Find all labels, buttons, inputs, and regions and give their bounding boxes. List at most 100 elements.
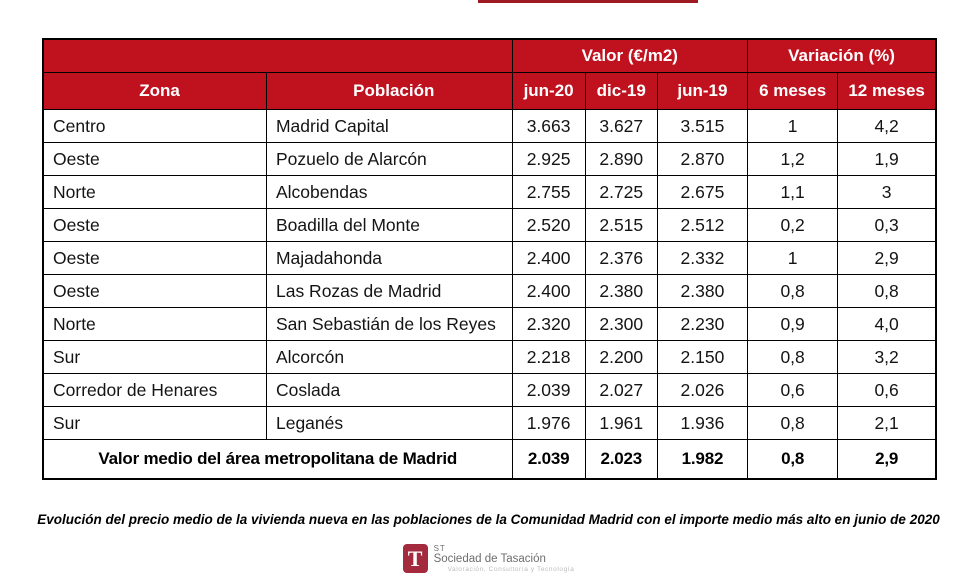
- summary-value-jun19: 1.982: [656, 439, 749, 480]
- value-cell: 0,6: [837, 373, 937, 407]
- value-cell: 2,1: [837, 406, 937, 440]
- table-row: Sur Alcorcón 2.218 2.200 2.150 0,8 3,2: [42, 340, 937, 374]
- price-table: Valor (€/m2) Variación (%) Zona Població…: [42, 38, 937, 480]
- table-row: Sur Leganés 1.976 1.961 1.936 0,8 2,1: [42, 406, 937, 440]
- text-cell: Alcobendas: [265, 175, 513, 209]
- table-row: Oeste Pozuelo de Alarcón 2.925 2.890 2.870 1,…: [42, 142, 937, 176]
- value-cell: 2.512: [656, 208, 749, 242]
- value-cell: 1.976: [511, 406, 586, 440]
- table-row: Centro Madrid Capital 3.663 3.627 3.515 1 4,2: [42, 109, 937, 143]
- summary-value-6meses: 0,8: [747, 439, 839, 480]
- value-cell: 2.320: [511, 307, 586, 341]
- table-row: Corredor de Henares Coslada 2.039 2.027 2.02…: [42, 373, 937, 407]
- table-body: Centro Madrid Capital 3.663 3.627 3.515 1 4,2 O…: [42, 109, 937, 440]
- value-cell: 2.039: [511, 373, 586, 407]
- value-cell: 2.515: [584, 208, 658, 242]
- value-cell: 0,3: [837, 208, 937, 242]
- summary-value-dic19: 2.023: [584, 439, 658, 480]
- column-header-zona: Zona: [42, 72, 267, 110]
- text-cell: Corredor de Henares: [42, 373, 267, 407]
- text-cell: Madrid Capital: [265, 109, 513, 143]
- header-columns-row: Zona Población jun-20 dic-19 jun-19 6 me…: [42, 72, 937, 110]
- value-cell: 1: [747, 241, 839, 275]
- value-cell: 1.961: [584, 406, 658, 440]
- sociedad-de-tasacion-logo: T ST Sociedad de Tasación Valoración, Co…: [0, 544, 977, 574]
- text-cell: Oeste: [42, 142, 267, 176]
- value-cell: 2.890: [584, 142, 658, 176]
- value-cell: 3.515: [656, 109, 749, 143]
- value-cell: 1,1: [747, 175, 839, 209]
- value-cell: 2.230: [656, 307, 749, 341]
- value-cell: 0,8: [747, 340, 839, 374]
- table-row: Oeste Boadilla del Monte 2.520 2.515 2.512 0,…: [42, 208, 937, 242]
- table-footer: Valor medio del área metropolitana de Ma…: [42, 439, 937, 480]
- value-cell: 2.870: [656, 142, 749, 176]
- value-cell: 2.400: [511, 274, 586, 308]
- text-cell: Majadahonda: [265, 241, 513, 275]
- cropped-title-underline: [478, 0, 698, 3]
- value-cell: 2.200: [584, 340, 658, 374]
- value-cell: 0,8: [747, 274, 839, 308]
- table-header: Valor (€/m2) Variación (%) Zona Població…: [42, 38, 937, 110]
- text-cell: Oeste: [42, 208, 267, 242]
- column-header-dic19: dic-19: [584, 72, 658, 110]
- value-cell: 2.755: [511, 175, 586, 209]
- logo-st-label: ST: [433, 544, 446, 553]
- summary-label: Valor medio del área metropolitana de Ma…: [42, 439, 513, 480]
- table-row: Oeste Las Rozas de Madrid 2.400 2.380 2.380 0…: [42, 274, 937, 308]
- text-cell: Centro: [42, 109, 267, 143]
- value-cell: 2.332: [656, 241, 749, 275]
- value-cell: 2.218: [511, 340, 586, 374]
- text-cell: Leganés: [265, 406, 513, 440]
- value-cell: 2.026: [656, 373, 749, 407]
- table-row: Norte Alcobendas 2.755 2.725 2.675 1,1 3: [42, 175, 937, 209]
- value-cell: 0,2: [747, 208, 839, 242]
- summary-value-12meses: 2,9: [837, 439, 937, 480]
- value-cell: 3: [837, 175, 937, 209]
- value-cell: 1,9: [837, 142, 937, 176]
- logo-tagline: Valoración, Consultoría y Tecnología: [447, 566, 575, 574]
- value-cell: 2.675: [656, 175, 749, 209]
- header-spacer-cell: [42, 38, 513, 73]
- st-logo-icon: T: [402, 544, 428, 573]
- value-cell: 2.150: [656, 340, 749, 374]
- table-row: Norte San Sebastián de los Reyes 2.320 2.30…: [42, 307, 937, 341]
- value-cell: 2.520: [511, 208, 586, 242]
- value-cell: 1,2: [747, 142, 839, 176]
- value-cell: 0,8: [747, 406, 839, 440]
- table-row: Oeste Majadahonda 2.400 2.376 2.332 1 2,9: [42, 241, 937, 275]
- logo-text: ST Sociedad de Tasación Valoración, Cons…: [434, 544, 575, 574]
- value-cell: 2.725: [584, 175, 658, 209]
- column-group-valor: Valor (€/m2): [511, 38, 749, 73]
- text-cell: Pozuelo de Alarcón: [265, 142, 513, 176]
- value-cell: 0,8: [837, 274, 937, 308]
- text-cell: Coslada: [265, 373, 513, 407]
- text-cell: Alcorcón: [265, 340, 513, 374]
- column-group-variacion: Variación (%): [747, 38, 937, 73]
- column-header-jun19: jun-19: [656, 72, 749, 110]
- value-cell: 0,9: [747, 307, 839, 341]
- text-cell: Oeste: [42, 241, 267, 275]
- value-cell: 4,2: [837, 109, 937, 143]
- value-cell: 2.400: [511, 241, 586, 275]
- header-group-row: Valor (€/m2) Variación (%): [42, 38, 937, 73]
- value-cell: 1.936: [656, 406, 749, 440]
- value-cell: 2.300: [584, 307, 658, 341]
- value-cell: 1: [747, 109, 839, 143]
- value-cell: 2.376: [584, 241, 658, 275]
- value-cell: 3.627: [584, 109, 658, 143]
- text-cell: Norte: [42, 307, 267, 341]
- value-cell: 2,9: [837, 241, 937, 275]
- text-cell: Las Rozas de Madrid: [265, 274, 513, 308]
- text-cell: Sur: [42, 406, 267, 440]
- value-cell: 4,0: [837, 307, 937, 341]
- text-cell: Sur: [42, 340, 267, 374]
- value-cell: 2.925: [511, 142, 586, 176]
- summary-row: Valor medio del área metropolitana de Ma…: [42, 439, 937, 480]
- value-cell: 2.380: [656, 274, 749, 308]
- value-cell: 0,6: [747, 373, 839, 407]
- column-header-6meses: 6 meses: [747, 72, 839, 110]
- column-header-12meses: 12 meses: [837, 72, 937, 110]
- value-cell: 3.663: [511, 109, 586, 143]
